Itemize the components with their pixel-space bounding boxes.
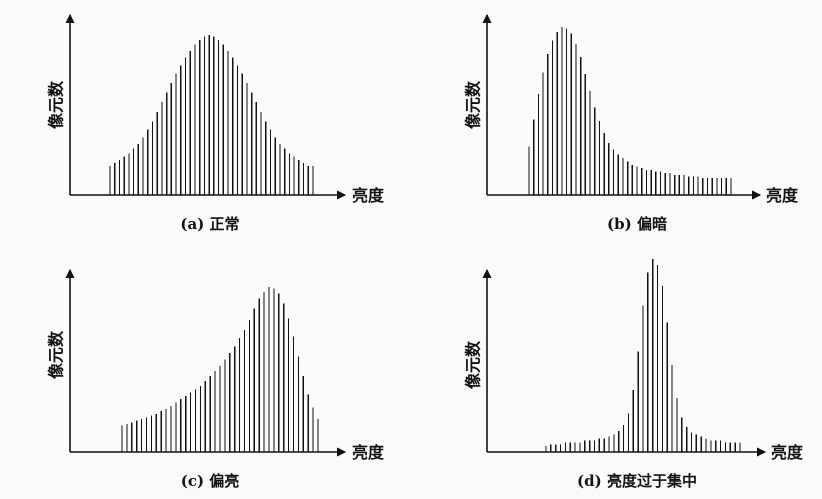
- panel-c-x-label: 亮度: [352, 443, 385, 462]
- panel-d: 像元数 亮度 (d) 亮度过于集中: [464, 259, 804, 490]
- panel-c-bars: [121, 287, 319, 452]
- panel-d-y-label: 像元数: [464, 340, 483, 389]
- panel-d-caption: (d) 亮度过于集中: [577, 472, 697, 490]
- panel-d-x-label: 亮度: [771, 443, 804, 462]
- panel-b-y-label: 像元数: [464, 80, 483, 129]
- panel-b-caption: (b) 偏暗: [607, 215, 667, 233]
- panel-c: 像元数 亮度 (c) 偏亮: [47, 270, 385, 490]
- panel-b-x-label: 亮度: [766, 186, 799, 205]
- panel-b: 像元数 亮度 (b) 偏暗: [464, 15, 799, 233]
- panel-b-bars: [528, 27, 732, 195]
- panel-c-y-label: 像元数: [47, 330, 66, 379]
- panel-a-y-label: 像元数: [47, 80, 66, 129]
- panel-a: 像元数 亮度 (a) 正常: [47, 15, 385, 233]
- panel-a-x-label: 亮度: [352, 186, 385, 205]
- panel-a-bars: [109, 35, 314, 195]
- panel-d-bars: [545, 259, 741, 452]
- panel-c-caption: (c) 偏亮: [181, 472, 240, 490]
- panel-a-caption: (a) 正常: [180, 215, 239, 233]
